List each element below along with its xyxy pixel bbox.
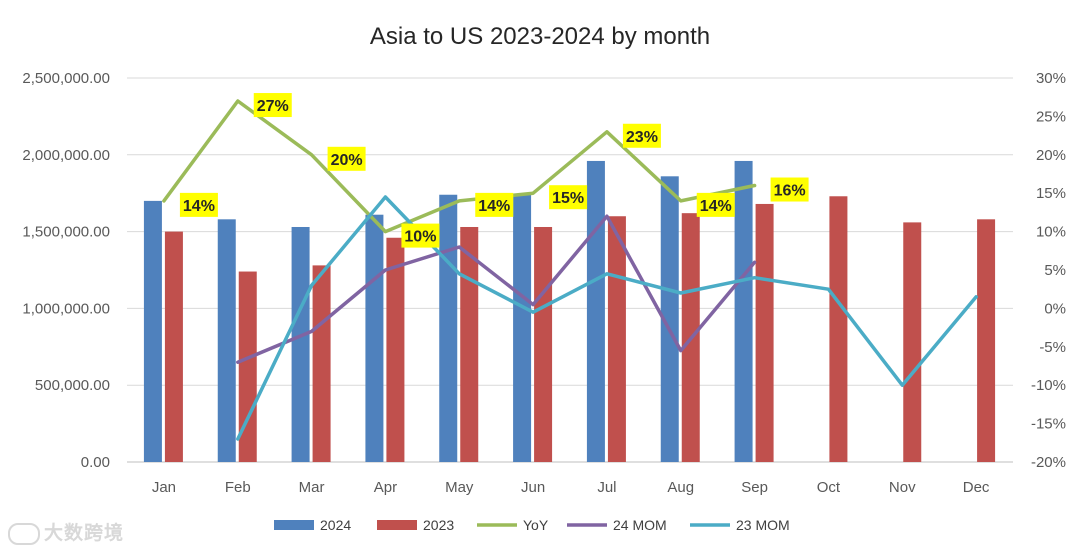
line-YoY	[162, 99, 757, 234]
yoy-label-bg	[770, 177, 809, 202]
y2-tick-label: 10%	[1036, 224, 1066, 241]
bar-2024	[365, 214, 384, 462]
y2-tick-label: 30%	[1036, 70, 1066, 87]
yoy-label-bg	[253, 93, 292, 118]
y-tick-label: 1,500,000.00	[22, 224, 110, 241]
y2-tick-label: 25%	[1036, 108, 1066, 125]
yoy-label-bg	[696, 192, 735, 217]
yoy-label-bg	[327, 146, 366, 171]
yoy-label: 14%	[478, 198, 510, 215]
bars	[143, 160, 996, 462]
legend-label: 24 MOM	[613, 517, 667, 533]
legend-label: 2024	[320, 517, 351, 533]
x-axis: Jan Feb Mar Apr May Jun Jul Aug Sep Oct Nov Dec	[152, 479, 990, 496]
bar-2024	[217, 219, 236, 462]
legend-label: 23 MOM	[736, 517, 790, 533]
legend-swatch-2023	[377, 520, 417, 530]
bar-2024	[660, 176, 679, 462]
x-tick-label: Jun	[521, 479, 545, 496]
legend-label: YoY	[523, 517, 549, 533]
line-23-MOM	[236, 195, 978, 441]
y2-tick-label: -10%	[1031, 377, 1066, 394]
bar-2024	[513, 194, 532, 462]
bar-2023	[903, 222, 922, 462]
line-24-MOM	[236, 214, 757, 364]
watermark-logo-icon	[8, 522, 40, 545]
bar-2023	[312, 265, 331, 462]
bar-2023	[977, 219, 996, 462]
x-tick-label: Nov	[889, 479, 916, 496]
legend-label: 2023	[423, 517, 454, 533]
bar-2024	[734, 160, 753, 462]
y2-tick-label: 0%	[1044, 300, 1066, 317]
bar-2023	[460, 226, 479, 462]
yoy-label: 14%	[700, 198, 732, 215]
yoy-label-bg	[401, 223, 440, 248]
x-tick-label: Mar	[299, 479, 325, 496]
x-tick-label: Oct	[817, 479, 841, 496]
series-lines	[162, 99, 978, 441]
y-tick-label: 2,500,000.00	[22, 70, 110, 87]
bar-2023	[238, 271, 257, 462]
yoy-label-bg	[179, 192, 218, 217]
bar-2023	[386, 237, 405, 462]
x-tick-label: May	[445, 479, 474, 496]
yoy-label: 15%	[552, 190, 584, 207]
x-tick-label: Jan	[152, 479, 176, 496]
x-tick-label: Sep	[741, 479, 768, 496]
yoy-label: 23%	[626, 129, 658, 146]
y-axis-right: -20% -15% -10% -5% 0% 5% 10% 15% 20% 25% 30%	[1031, 70, 1066, 471]
yoy-label: 10%	[404, 229, 436, 246]
y2-tick-label: 20%	[1036, 147, 1066, 164]
bar-2023	[755, 203, 774, 462]
bar-2024	[586, 160, 605, 462]
watermark-text: 大数跨境	[44, 522, 125, 544]
gridlines	[127, 77, 1013, 463]
x-tick-label: Dec	[963, 479, 990, 496]
legend: 2024 2023 YoY 24 MOM 23 MOM	[274, 517, 790, 533]
x-tick-label: Apr	[374, 479, 397, 496]
y-axis-left: 0.00 500,000.00 1,000,000.00 1,500,000.00 2,…	[22, 70, 110, 471]
yoy-label: 20%	[331, 152, 363, 169]
watermark: 大数跨境	[8, 518, 124, 545]
legend-swatch-2024	[274, 520, 314, 530]
y-tick-label: 0.00	[81, 454, 110, 471]
yoy-label-bg	[549, 185, 588, 210]
bar-2024	[143, 200, 162, 462]
chart-title: Asia to US 2023-2024 by month	[370, 23, 710, 50]
yoy-label-bg	[475, 192, 514, 217]
bar-2023	[164, 231, 183, 462]
x-tick-label: Jul	[597, 479, 616, 496]
yoy-label-bg	[622, 123, 661, 148]
bar-2024	[291, 226, 310, 462]
yoy-label: 16%	[774, 183, 806, 200]
y2-tick-label: 15%	[1036, 185, 1066, 202]
y-tick-label: 1,000,000.00	[22, 300, 110, 317]
bar-2023	[534, 226, 553, 462]
yoy-label: 27%	[257, 98, 289, 115]
yoy-label: 14%	[183, 198, 215, 215]
yoy-data-labels: 14% 27% 20% 10% 14% 15% 23% 14% 16%	[179, 93, 809, 248]
bar-2023	[607, 216, 626, 462]
y-tick-label: 2,000,000.00	[22, 147, 110, 164]
y2-tick-label: -15%	[1031, 416, 1066, 433]
x-tick-label: Aug	[667, 479, 694, 496]
y2-tick-label: 5%	[1044, 262, 1066, 279]
bar-2024	[439, 194, 458, 462]
x-tick-label: Feb	[225, 479, 251, 496]
y-tick-label: 500,000.00	[35, 377, 110, 394]
bar-2023	[829, 196, 848, 462]
y2-tick-label: -20%	[1031, 454, 1066, 471]
y2-tick-label: -5%	[1039, 339, 1066, 356]
